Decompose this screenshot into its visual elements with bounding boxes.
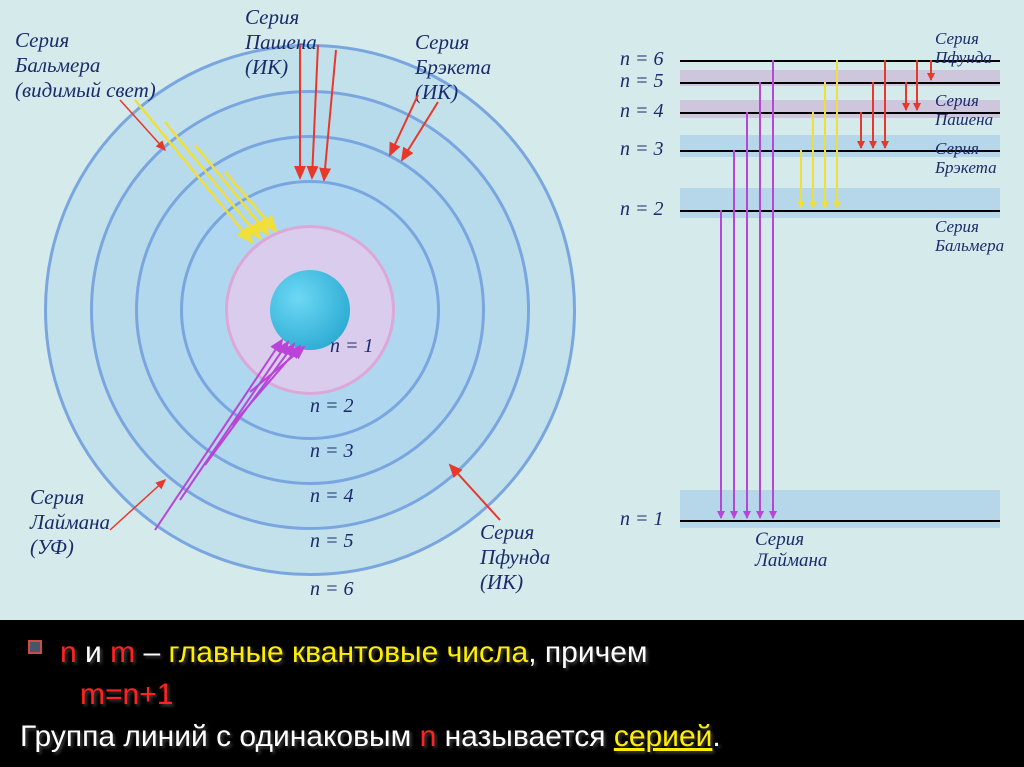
sym-n: n xyxy=(60,636,77,669)
r-series-pfund: СерияПфунда xyxy=(935,30,992,67)
lvl-label-n4: n = 4 xyxy=(620,100,664,123)
arr-lyman-4 xyxy=(759,82,761,518)
formula: m=n+1 xyxy=(80,678,173,711)
label-n6: n = 6 xyxy=(310,578,354,601)
series-balmer: СерияБальмера(видимый свет) xyxy=(15,28,156,104)
level-n2 xyxy=(680,210,1000,212)
label-n3: n = 3 xyxy=(310,440,354,463)
level-n5 xyxy=(680,82,1000,84)
series-paschen: СерияПашена(ИК) xyxy=(245,5,317,81)
lvl-label-n6: n = 6 xyxy=(620,48,664,71)
arr-lyman-2 xyxy=(733,150,735,518)
caption-line1: n и m – главные квантовые числа, причем xyxy=(60,632,1004,674)
bullet-icon xyxy=(28,640,42,654)
lvl-label-n5: n = 5 xyxy=(620,70,664,93)
hl-quantum: главные квантовые числа xyxy=(168,636,528,669)
sym-m: m xyxy=(110,636,135,669)
label-n5: n = 5 xyxy=(310,530,354,553)
arr-lyman-1 xyxy=(720,210,722,518)
arr-lyman-5 xyxy=(772,60,774,518)
arr-paschen-3 xyxy=(884,60,886,148)
orbit-diagram: n = 1 n = 2 n = 3 n = 4 n = 5 n = 6 Сери… xyxy=(20,10,600,590)
arr-brackett-1 xyxy=(905,82,907,110)
arr-paschen-2 xyxy=(872,82,874,148)
series-lyman: СерияЛаймана(УФ) xyxy=(30,485,110,561)
diagram-background: n = 1 n = 2 n = 3 n = 4 n = 5 n = 6 Сери… xyxy=(0,0,1024,620)
energy-levels: n = 6 n = 5 n = 4 n = 3 n = 2 n = 1 Сери… xyxy=(620,40,1010,600)
arr-balmer-1 xyxy=(800,150,802,208)
arr-paschen-1 xyxy=(860,112,862,148)
series-brackett: СерияБрэкета(ИК) xyxy=(415,30,491,106)
caption-line2: m=n+1 xyxy=(60,674,1004,716)
label-n2: n = 2 xyxy=(310,395,354,418)
caption-line3: Группа линий с одинаковым n называется с… xyxy=(20,716,1004,758)
lvl-label-n1: n = 1 xyxy=(620,508,664,531)
arr-balmer-4 xyxy=(836,60,838,208)
hl-series: серией xyxy=(614,720,713,753)
arr-brackett-2 xyxy=(916,60,918,110)
arr-pfund-1 xyxy=(930,60,932,80)
label-n4: n = 4 xyxy=(310,485,354,508)
series-pfund: СерияПфунда(ИК) xyxy=(480,520,550,596)
arr-balmer-3 xyxy=(824,82,826,208)
level-n1 xyxy=(680,520,1000,522)
lvl-label-n2: n = 2 xyxy=(620,198,664,221)
band-lyman xyxy=(680,490,1000,528)
r-series-balmer: СерияБальмера xyxy=(935,218,1004,255)
arr-lyman-3 xyxy=(746,112,748,518)
lvl-label-n3: n = 3 xyxy=(620,138,664,161)
arr-balmer-2 xyxy=(812,112,814,208)
caption-area: n и m – главные квантовые числа, причем … xyxy=(0,620,1024,762)
r-series-brackett: СерияБрэкета xyxy=(935,140,997,177)
label-n1: n = 1 xyxy=(330,335,374,358)
r-series-lyman: СерияЛаймана xyxy=(755,530,827,572)
r-series-paschen: СерияПашена xyxy=(935,92,993,129)
